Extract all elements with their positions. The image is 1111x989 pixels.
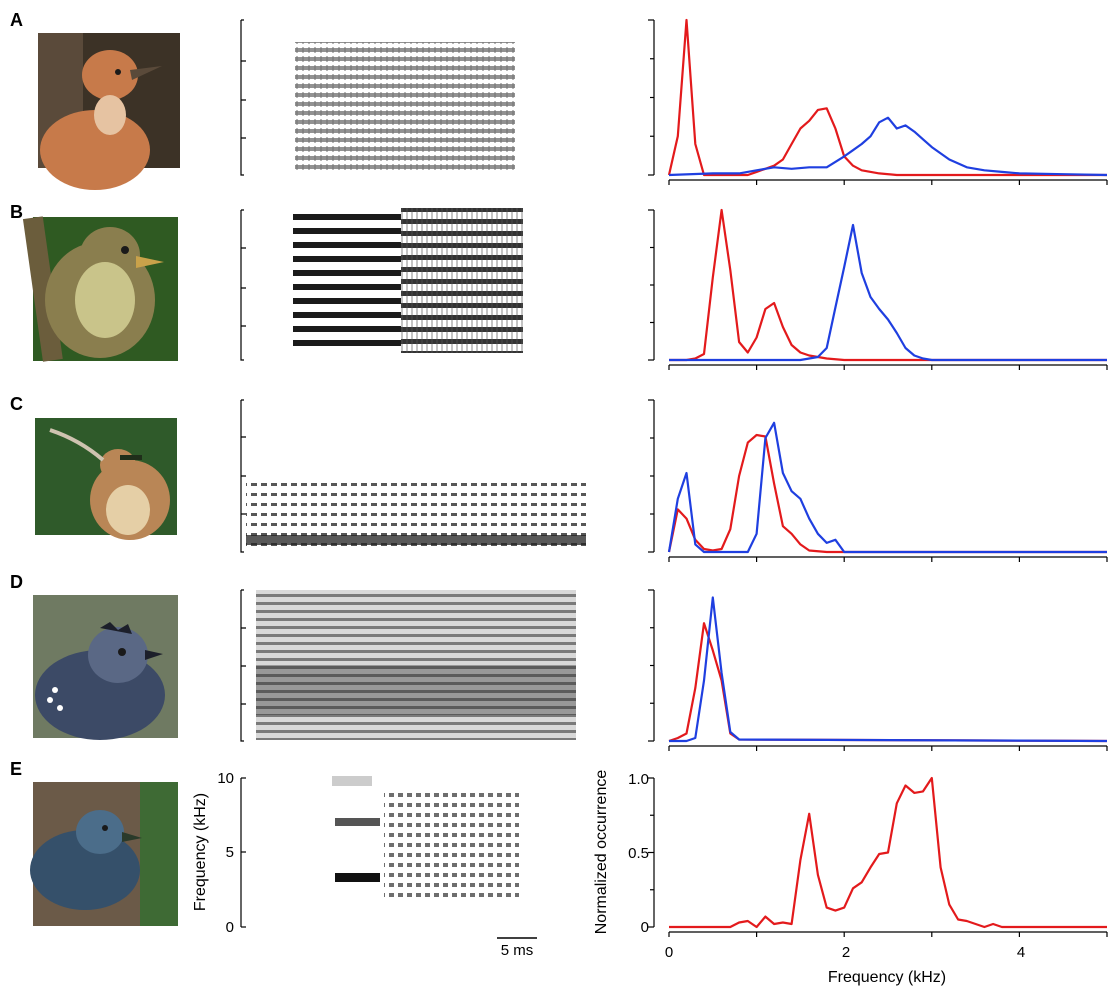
spectrogram-c bbox=[240, 399, 586, 553]
ytick-0.5: 0.5 bbox=[628, 845, 649, 862]
panel-label-e: E bbox=[10, 759, 22, 779]
series-line-b-red bbox=[669, 208, 1107, 362]
series-line-a-blue bbox=[668, 116, 1108, 177]
scale-bar-label: 5 ms bbox=[501, 942, 534, 959]
spectrogram-b bbox=[240, 208, 523, 361]
panel-label-c: C bbox=[10, 394, 23, 414]
bird-photo-e bbox=[30, 782, 178, 926]
bird-photo-d bbox=[33, 595, 178, 740]
series-line-c-red bbox=[667, 433, 1107, 554]
bird-photo-a bbox=[38, 33, 180, 190]
ytick-0: 0 bbox=[641, 919, 649, 936]
bird-photo-b bbox=[22, 216, 178, 362]
spectro-ytick-5: 5 bbox=[226, 844, 234, 861]
spectrogram-e: 10 5 0 Frequency (kHz) 5 ms bbox=[192, 770, 537, 959]
plot-e bbox=[648, 776, 1108, 937]
spectro-ytick-10: 10 bbox=[217, 770, 234, 787]
xtick-0: 0 bbox=[665, 944, 673, 961]
series-line-c-blue bbox=[667, 421, 1107, 554]
spectrogram-d bbox=[240, 589, 576, 742]
series-line-a-red bbox=[667, 18, 1107, 177]
frequency-plots bbox=[648, 18, 1108, 937]
xtick-4: 4 bbox=[1017, 944, 1025, 961]
spectro-ylabel: Frequency (kHz) bbox=[192, 793, 209, 911]
y-axis-label: Normalized occurrence bbox=[593, 770, 610, 935]
plot-c bbox=[648, 399, 1108, 562]
series-line-e-red bbox=[669, 776, 1107, 929]
axes-e-labels: 0 2 4 Frequency (kHz) 1.0 0.5 0 Normaliz… bbox=[593, 770, 1025, 986]
series-line-d-red bbox=[668, 622, 1108, 743]
plot-b bbox=[648, 208, 1108, 370]
panel-label-a: A bbox=[10, 10, 23, 30]
ytick-1: 1.0 bbox=[628, 771, 649, 788]
spectrogram-a bbox=[240, 19, 515, 176]
bird-photo-c bbox=[35, 418, 177, 540]
plot-a bbox=[648, 18, 1108, 185]
series-line-d-blue bbox=[669, 596, 1108, 743]
panel-label-d: D bbox=[10, 572, 23, 592]
panel-label-b: B bbox=[10, 202, 23, 222]
spectro-ytick-0: 0 bbox=[226, 919, 234, 936]
xtick-2: 2 bbox=[842, 944, 850, 961]
plot-d bbox=[648, 589, 1108, 751]
panel-labels: A B C D E bbox=[10, 10, 23, 779]
series-line-b-blue bbox=[669, 223, 1107, 362]
x-axis-label: Frequency (kHz) bbox=[828, 969, 946, 986]
